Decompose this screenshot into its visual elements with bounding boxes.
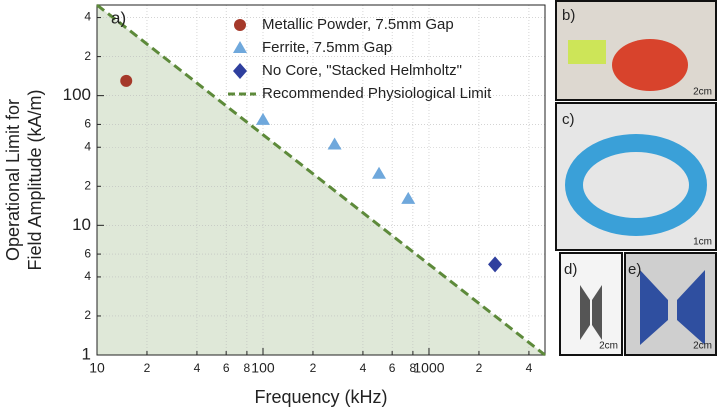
y-tick-label: 4 bbox=[84, 269, 91, 283]
x-tick-label: 6 bbox=[389, 361, 396, 375]
panel-label: b) bbox=[562, 7, 575, 24]
scale-bar-label: 2cm bbox=[693, 87, 712, 98]
point bbox=[372, 166, 387, 179]
point bbox=[327, 137, 342, 150]
y-tick-label: 4 bbox=[84, 10, 91, 24]
y-axis-label: Field Amplitude (kA/m) bbox=[25, 89, 45, 270]
x-tick-label: 8 bbox=[410, 361, 417, 375]
y-tick-label: 100 bbox=[63, 85, 91, 104]
x-tick-label: 2 bbox=[310, 361, 317, 375]
legend-label: Ferrite, 7.5mm Gap bbox=[262, 39, 392, 56]
y-tick-label: 2 bbox=[84, 178, 91, 192]
x-tick-label: 4 bbox=[360, 361, 367, 375]
legend-label: Recommended Physiological Limit bbox=[262, 85, 492, 102]
x-axis-label: Frequency (kHz) bbox=[254, 387, 387, 407]
panel-label: c) bbox=[562, 111, 575, 128]
point bbox=[120, 74, 133, 87]
legend-swatch bbox=[233, 41, 247, 53]
point bbox=[401, 191, 416, 204]
x-tick-label: 4 bbox=[194, 361, 201, 375]
photo-panels: b) 2cm c) 1cm d) 2cm e) 2cm bbox=[555, 0, 717, 356]
legend-swatch bbox=[234, 19, 246, 31]
y-tick-label: 2 bbox=[84, 308, 91, 322]
legend-swatch bbox=[233, 63, 247, 79]
scale-bar-label: 2cm bbox=[599, 341, 618, 352]
y-tick-label: 6 bbox=[84, 117, 91, 131]
x-tick-label: 1000 bbox=[413, 360, 444, 376]
x-tick-label: 100 bbox=[251, 360, 275, 376]
point bbox=[255, 112, 270, 125]
point bbox=[488, 256, 503, 273]
toroid-photo bbox=[565, 134, 707, 236]
y-tick-label: 4 bbox=[84, 139, 91, 153]
legend-label: Metallic Powder, 7.5mm Gap bbox=[262, 16, 454, 33]
plot-frame bbox=[96, 4, 546, 356]
coil-photo bbox=[677, 270, 705, 345]
x-tick-label: 4 bbox=[526, 361, 533, 375]
limit-line bbox=[96, 3, 546, 357]
y-tick-label: 2 bbox=[84, 49, 91, 63]
core-photo bbox=[580, 285, 590, 340]
legend-label: No Core, "Stacked Helmholtz" bbox=[262, 62, 462, 79]
panel-label: d) bbox=[564, 261, 577, 278]
coil-photo bbox=[640, 270, 668, 345]
x-tick-label: 6 bbox=[223, 361, 230, 375]
panel-label: a) bbox=[111, 8, 126, 27]
holder-photo bbox=[568, 40, 606, 64]
panel-label: e) bbox=[628, 261, 641, 278]
photo-d bbox=[559, 252, 623, 356]
scale-bar-label: 2cm bbox=[693, 341, 712, 352]
coil-photo bbox=[612, 39, 688, 91]
x-tick-label: 2 bbox=[476, 361, 483, 375]
y-tick-label: 10 bbox=[72, 215, 91, 234]
core-photo bbox=[592, 285, 602, 340]
x-tick-label: 2 bbox=[144, 361, 151, 375]
y-tick-label: 1 bbox=[82, 344, 91, 363]
x-tick-label: 10 bbox=[89, 360, 105, 376]
x-tick-label: 8 bbox=[244, 361, 251, 375]
y-axis-label: Operational Limit for bbox=[3, 99, 23, 261]
scale-bar-label: 1cm bbox=[693, 237, 712, 248]
y-tick-label: 6 bbox=[84, 246, 91, 260]
